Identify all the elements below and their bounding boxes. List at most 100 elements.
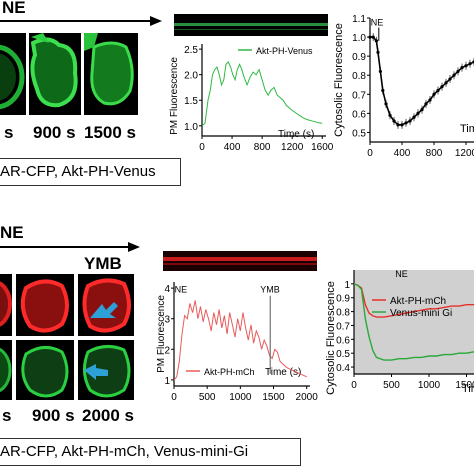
x-tick-label: 0 (367, 148, 373, 159)
legend-entry: Akt-PH-Venus (256, 46, 313, 56)
y-tick-label: 1.5 (184, 96, 198, 107)
y-tick-label: 0.6 (336, 335, 350, 346)
legend-entry: Akt-PH-mCh (390, 296, 446, 307)
panel-b-kymograph (163, 251, 317, 271)
y-tick-label: 1.0 (352, 33, 366, 44)
panel-b-red-image-1 (0, 274, 12, 336)
y-tick-label: 0.8 (352, 71, 366, 82)
x-tick-label: 1200 (455, 148, 474, 159)
x-tick-label: 800 (426, 148, 443, 159)
x-tick-label: 0 (351, 380, 357, 391)
y-tick-label: 0.5 (336, 349, 350, 360)
data-point (460, 66, 464, 70)
y-tick-label: 4 (164, 284, 170, 295)
x-axis-label: Tim (460, 123, 474, 135)
y-tick-label: 2.5 (184, 45, 198, 56)
data-point (412, 115, 416, 119)
data-point (468, 62, 472, 66)
panel-a-time-2: 900 s (33, 123, 76, 142)
legend-entry: Akt-PH-mCh (204, 367, 255, 377)
data-point (448, 77, 452, 81)
data-point (416, 111, 420, 115)
panel-a-caption: AR-CFP, Akt-PH-Venus (0, 158, 181, 186)
chart-b-cytosolic-fluorescence: 0 500 1000 1500 0.4 0.5 0.6 0.7 0.8 0.9 1 Tim Cytoso… (325, 269, 474, 395)
panel-a-time-3: 1500 s (84, 123, 136, 142)
data-point (400, 123, 404, 127)
x-tick-label: 1000 (418, 380, 441, 391)
panel-a-image-1 (0, 33, 26, 115)
panel-a-image-3 (84, 33, 138, 115)
panel-b-green-image-2 (16, 340, 74, 400)
y-tick-label: 2.0 (184, 71, 198, 82)
x-tick-label: 1500 (455, 380, 474, 391)
panel-b-green-image-3 (78, 340, 134, 400)
x-tick-label: 1500 (262, 392, 285, 403)
panel-b-caption: AR-CFP, Akt-PH-mCh, Venus-mini-Gi (0, 438, 301, 466)
legend-entry: Venus-mini Gi (390, 308, 452, 319)
y-axis-label: Cytosolic Fluorescence (325, 281, 337, 395)
x-tick-label: 400 (394, 148, 411, 159)
series-line-0 (201, 61, 323, 127)
data-point (371, 35, 375, 39)
annotation-ymb: YMB (260, 285, 280, 295)
data-point (392, 119, 396, 123)
panel-b-time-2: 900 s (32, 406, 75, 425)
chart-a-cytosolic-fluorescence: 0 400 800 1200 0.5 0.6 0.7 0.8 0.9 1.0 1.1 Tim Cytos… (333, 14, 474, 159)
x-tick-label: 2000 (296, 392, 319, 403)
data-point (424, 102, 428, 106)
y-tick-label: 0.7 (336, 321, 350, 332)
y-tick-label: 1.1 (352, 14, 366, 25)
data-point (464, 64, 468, 68)
panel-b-red-image-2 (16, 274, 74, 336)
panel-a-kymograph (174, 14, 328, 36)
data-point (368, 35, 372, 39)
x-tick-label: 500 (199, 392, 216, 403)
y-tick-label: 1.0 (184, 122, 198, 133)
data-point (374, 39, 378, 43)
y-tick-label: 0.6 (352, 109, 366, 120)
y-tick-label: 0.8 (336, 308, 350, 319)
panel-b-green-image-1 (0, 340, 12, 400)
panel-a-time-arrow (0, 16, 162, 26)
y-tick-label: 0.9 (352, 52, 366, 63)
chart-a-pm-fluorescence: 0 400 800 1200 1600 1.0 1.5 2.0 2.5 Time (s) PM Fl… (169, 44, 333, 153)
panel-b-time-3: 2000 s (82, 406, 134, 425)
x-tick-label: 0 (199, 142, 205, 153)
data-point (408, 119, 412, 123)
x-tick-label: 1200 (281, 142, 304, 153)
data-point (376, 50, 380, 54)
y-tick-label: 1 (344, 280, 350, 291)
x-tick-label: 1000 (229, 392, 252, 403)
arrow-icon (90, 302, 118, 318)
y-axis-label: PM Fluorescence (169, 57, 180, 135)
panel-b-ymb-label: YMB (84, 254, 122, 273)
x-tick-label: 800 (254, 142, 271, 153)
panel-b-ne-label: NE (0, 223, 24, 242)
series-line-0 (353, 283, 474, 318)
y-tick-label: 1 (164, 376, 170, 387)
annotation-ne: NE (395, 269, 408, 279)
x-axis-label: Time (s) (278, 129, 314, 140)
x-axis-label: Time (s) (265, 367, 301, 378)
y-tick-label: 0.4 (336, 363, 350, 374)
panel-b-time-arrow (0, 242, 140, 252)
y-tick-label: 3 (164, 315, 170, 326)
panel-b-time-1: s (2, 406, 12, 425)
data-point (440, 85, 444, 89)
panel-a-ne-label: NE (2, 0, 26, 17)
plot-background (354, 270, 474, 374)
panel-b-red-image-3 (78, 274, 134, 336)
y-axis-label: Cytosolic Fluorescence (333, 23, 345, 137)
data-point (396, 123, 400, 127)
data-point (456, 69, 460, 74)
y-axis-label: PM Fluorescence (156, 295, 167, 373)
panel-a-image-2 (29, 33, 81, 115)
data-point (436, 88, 440, 93)
y-tick-label: 2 (164, 345, 170, 356)
panel-a-time-1: s (4, 123, 14, 142)
data-point (452, 73, 456, 77)
series-line-0 (173, 300, 307, 381)
y-tick-label: 0.9 (336, 294, 350, 305)
data-point (420, 107, 424, 112)
chart-b-pm-fluorescence: 0 500 1000 1500 2000 1 2 3 4 Time (s) PM Fluoresce… (156, 282, 319, 403)
